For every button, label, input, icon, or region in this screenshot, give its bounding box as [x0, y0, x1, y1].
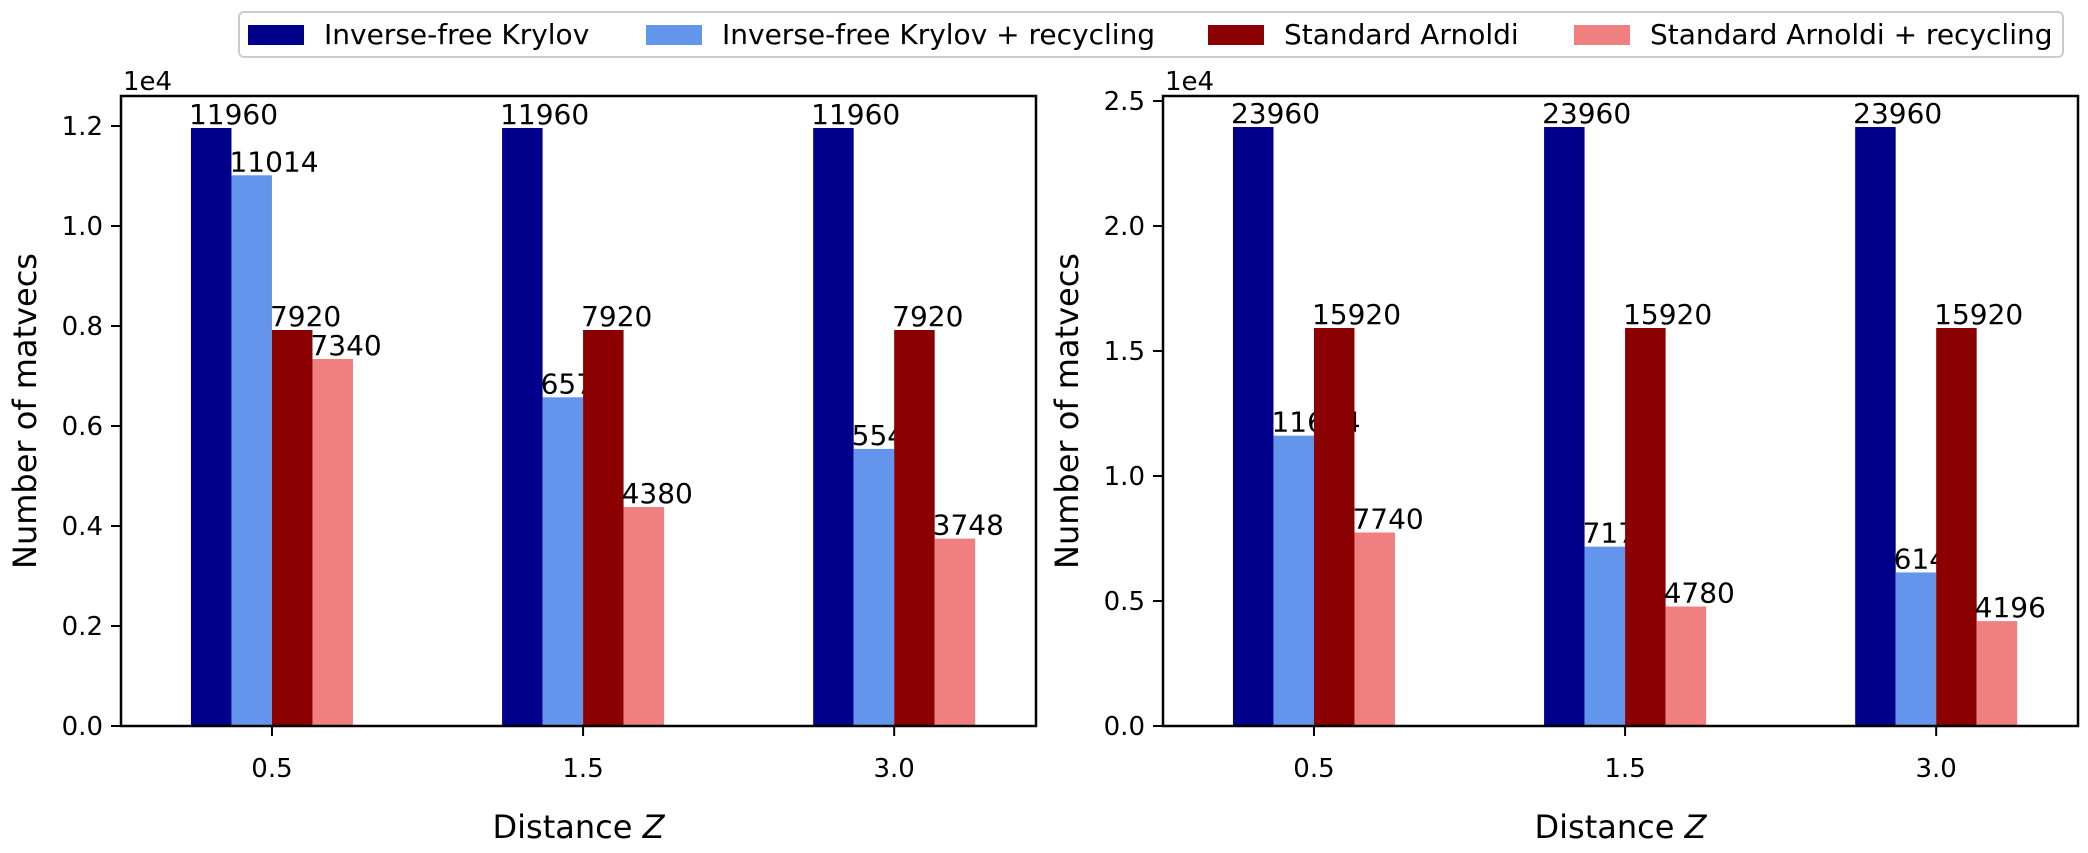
y-tick-label: 0.0: [62, 712, 103, 742]
plot-frame: [119, 94, 1038, 728]
bar: [894, 330, 935, 726]
bar: [583, 330, 624, 726]
y-tick-label: 0.2: [62, 612, 103, 642]
y-axis-label: Number of matvecs: [1048, 253, 1086, 569]
legend-swatch: [646, 24, 702, 45]
data-label: 7740: [1352, 503, 1423, 536]
data-label: 15920: [1623, 298, 1712, 331]
data-label: 11960: [189, 98, 278, 131]
data-label: 7340: [310, 329, 381, 362]
bar: [312, 359, 353, 726]
bar: [934, 538, 976, 726]
x-tick-label: 0.5: [1293, 754, 1334, 784]
y-tick-label: 0.5: [1104, 587, 1145, 617]
data-label: 11014: [229, 145, 318, 178]
y-tick-label: 2.5: [1104, 87, 1145, 117]
bar: [1313, 328, 1355, 726]
data-label: 11960: [811, 98, 900, 131]
chart-panel-2: 23960116141592077400.5239607174159204780…: [1048, 67, 2080, 846]
x-tick-label: 3.0: [1915, 754, 1956, 784]
axis-scale-label: 1e4: [1165, 67, 1214, 97]
x-axis-label: Distance Z: [1534, 808, 1707, 846]
y-tick-label: 1.5: [1104, 337, 1145, 367]
bar: [1855, 127, 1896, 726]
data-label: 7920: [892, 300, 963, 333]
legend-swatch: [248, 24, 304, 45]
legend-swatch: [1208, 24, 1264, 45]
bar: [1273, 435, 1314, 726]
bar: [1976, 621, 2018, 726]
data-label: 4780: [1664, 577, 1735, 610]
bar: [1544, 127, 1585, 726]
chart-panel-1: 1196011014792073400.5119606574792043801.…: [6, 67, 1038, 846]
bar: [623, 507, 665, 726]
data-label: 23960: [1542, 97, 1631, 130]
legend-swatch: [1574, 24, 1630, 45]
x-tick-label: 1.5: [1604, 754, 1645, 784]
chart-legend: Inverse-free Krylov Inverse-free Krylov …: [238, 11, 2064, 58]
bar: [813, 128, 854, 726]
plot-frame: [1161, 94, 2080, 728]
x-axis-label: Distance Z: [492, 808, 665, 846]
data-label: 15920: [1312, 298, 1401, 331]
y-tick-label: 0.0: [1104, 712, 1145, 742]
y-tick-label: 1.0: [62, 212, 103, 242]
bar: [1665, 606, 1707, 726]
bar: [1354, 532, 1395, 726]
data-label: 23960: [1853, 97, 1942, 130]
data-label: 4196: [1975, 591, 2046, 624]
y-axis-label: Number of matvecs: [6, 253, 44, 569]
data-label: 11960: [500, 98, 589, 131]
legend-item-standard-arnoldi-recycling: Standard Arnoldi + recycling: [1574, 13, 2053, 56]
y-tick-label: 2.0: [1104, 212, 1145, 242]
legend-label: Standard Arnoldi + recycling: [1650, 18, 2053, 51]
y-tick-label: 0.8: [62, 312, 103, 342]
bar: [1584, 546, 1626, 726]
legend-label: Standard Arnoldi: [1284, 18, 1519, 51]
y-tick-label: 0.4: [62, 512, 103, 542]
data-label: 7920: [581, 300, 652, 333]
x-tick-label: 0.5: [251, 754, 292, 784]
y-tick-label: 0.6: [62, 412, 103, 442]
bar: [1895, 572, 1937, 726]
data-label: 3748: [933, 509, 1004, 542]
data-label: 23960: [1231, 97, 1320, 130]
legend-label: Inverse-free Krylov + recycling: [722, 18, 1156, 51]
bar: [1936, 328, 1977, 726]
axis-scale-label: 1e4: [123, 67, 172, 97]
data-label: 7920: [270, 300, 341, 333]
legend-item-standard-arnoldi: Standard Arnoldi: [1208, 13, 1519, 56]
legend-item-inverse-free-krylov-recycling: Inverse-free Krylov + recycling: [646, 13, 1155, 56]
bar: [190, 128, 232, 726]
x-tick-label: 1.5: [562, 754, 603, 784]
legend-label: Inverse-free Krylov: [324, 18, 590, 51]
data-label: 4380: [622, 477, 693, 510]
bar: [502, 128, 543, 726]
bar: [1232, 127, 1274, 726]
bar: [271, 330, 313, 726]
bar: [1625, 328, 1666, 726]
bar: [231, 175, 272, 727]
bar: [853, 448, 895, 726]
y-tick-label: 1.2: [62, 112, 103, 142]
bar: [542, 397, 584, 726]
data-label: 15920: [1934, 298, 2023, 331]
y-tick-label: 1.0: [1104, 462, 1145, 492]
x-tick-label: 3.0: [873, 754, 914, 784]
legend-item-inverse-free-krylov: Inverse-free Krylov: [248, 13, 589, 56]
